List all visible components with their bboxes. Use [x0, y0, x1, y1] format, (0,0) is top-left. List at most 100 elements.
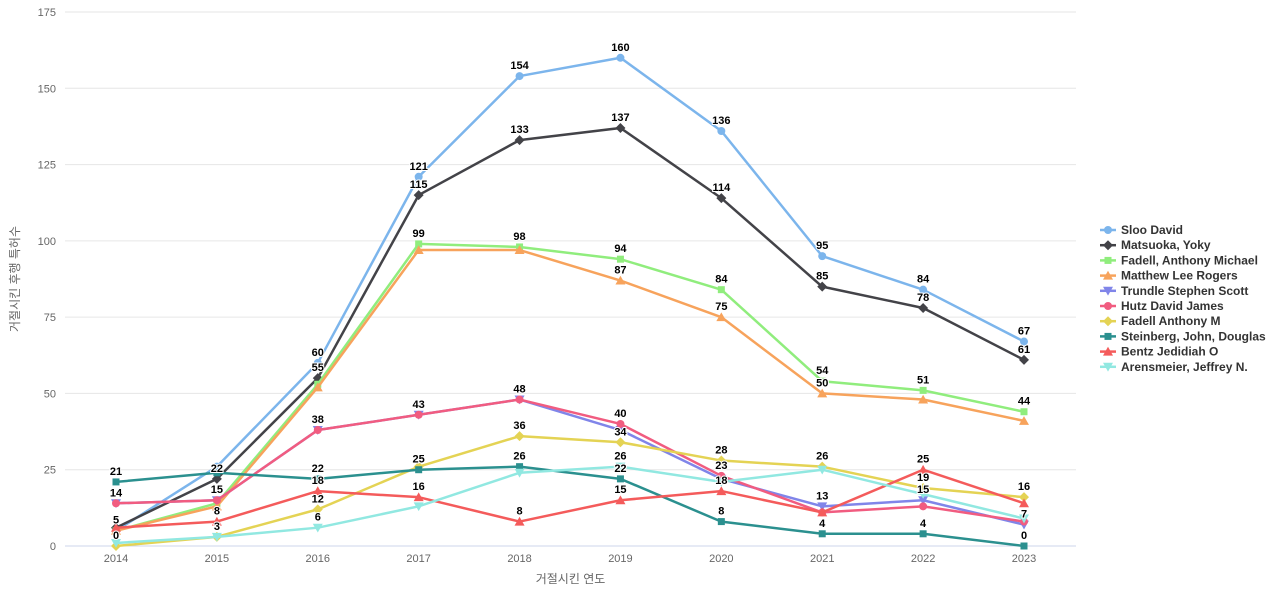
legend-item-6[interactable]: Fadell Anthony M	[1100, 314, 1221, 328]
data-point-label: 18	[715, 475, 727, 487]
data-point-marker	[112, 478, 120, 486]
data-point-marker	[616, 255, 624, 263]
y-tick-label: 0	[50, 541, 56, 553]
data-point-marker	[413, 492, 424, 502]
data-point-marker	[1104, 302, 1112, 310]
data-point-marker	[616, 53, 625, 62]
data-point-marker	[817, 281, 828, 292]
legend-label[interactable]: Sloo David	[1121, 223, 1183, 237]
legend-item-8[interactable]: Bentz Jedidiah O	[1100, 345, 1218, 359]
data-point-marker	[615, 275, 626, 285]
data-point-marker	[1020, 408, 1028, 416]
legend-label[interactable]: Arensmeier, Jeffrey N.	[1121, 360, 1248, 374]
data-point-marker	[1103, 286, 1113, 296]
data-point-marker	[1019, 354, 1029, 365]
data-point-label: 51	[917, 374, 929, 386]
data-point-marker	[1104, 332, 1112, 340]
legend-label[interactable]: Fadell Anthony M	[1121, 314, 1221, 328]
data-point-marker	[1019, 492, 1029, 503]
data-point-label: 98	[513, 231, 525, 243]
data-point-marker	[514, 468, 525, 478]
data-point-marker	[211, 532, 222, 542]
legend-label[interactable]: Trundle Stephen Scott	[1121, 284, 1248, 298]
series-line	[114, 248, 1026, 532]
data-point-marker	[515, 395, 524, 404]
data-point-marker	[414, 410, 423, 419]
data-point-marker	[514, 135, 525, 146]
legend-item-9[interactable]: Arensmeier, Jeffrey N.	[1100, 360, 1248, 374]
data-point-marker	[717, 518, 725, 526]
data-point-label: 36	[513, 420, 525, 432]
data-point-label: 15	[614, 484, 626, 496]
legend-label[interactable]: Matthew Lee Rogers	[1121, 269, 1238, 283]
data-point-label: 48	[513, 384, 525, 396]
data-point-label: 3	[214, 521, 220, 533]
legend-label[interactable]: Matsuoka, Yoky	[1121, 238, 1211, 252]
data-point-marker	[1104, 226, 1112, 234]
data-point-marker	[615, 122, 626, 133]
data-point-label: 16	[413, 481, 425, 493]
data-point-label: 38	[312, 414, 324, 426]
data-point-label: 8	[516, 506, 522, 518]
data-point-marker	[615, 426, 626, 435]
x-tick-label: 2018	[507, 553, 531, 565]
legend-item-2[interactable]: Fadell, Anthony Michael	[1100, 253, 1258, 267]
data-point-label: 40	[614, 408, 626, 420]
series-7	[112, 463, 1028, 550]
data-point-marker	[213, 469, 221, 477]
legend-label[interactable]: Fadell, Anthony Michael	[1121, 253, 1258, 267]
data-point-marker	[1104, 256, 1112, 264]
x-tick-label: 2014	[104, 553, 128, 565]
data-point-label: 6	[315, 512, 321, 524]
legend-item-7[interactable]: Steinberg, John, Douglas	[1100, 329, 1266, 343]
data-point-marker	[615, 462, 626, 472]
legend-label[interactable]: Bentz Jedidiah O	[1121, 345, 1218, 359]
data-point-label: 12	[312, 493, 324, 505]
legend-item-1[interactable]: Matsuoka, Yoky	[1100, 238, 1211, 252]
data-point-marker	[716, 193, 727, 204]
data-point-marker	[413, 502, 424, 512]
data-point-label: 85	[816, 271, 828, 283]
data-point-label: 13	[816, 490, 828, 502]
data-point-marker	[514, 516, 525, 526]
data-point-label: 25	[917, 454, 929, 466]
data-point-label: 154	[510, 60, 529, 72]
data-point-label: 22	[211, 463, 223, 475]
data-point-marker	[817, 388, 828, 398]
data-point-label: 54	[816, 365, 829, 377]
data-point-label: 18	[312, 475, 324, 487]
data-point-label: 44	[1018, 396, 1031, 408]
legend-item-5[interactable]: Hutz David James	[1100, 299, 1224, 313]
data-point-label: 7	[1021, 509, 1027, 521]
y-tick-label: 150	[38, 83, 56, 95]
data-point-label: 87	[614, 265, 626, 277]
legend-label[interactable]: Steinberg, John, Douglas	[1121, 329, 1266, 343]
data-point-marker	[918, 490, 929, 499]
data-labels: 5601211541601369584672255115133137114857…	[109, 41, 1032, 543]
data-point-label: 16	[1018, 481, 1030, 493]
data-point-marker	[919, 386, 927, 394]
data-point-marker	[717, 127, 726, 136]
data-point-label: 25	[413, 454, 425, 466]
data-point-marker	[414, 172, 423, 181]
data-point-marker	[1103, 346, 1113, 356]
data-point-marker	[514, 245, 525, 255]
data-point-marker	[615, 437, 626, 448]
legend-item-3[interactable]: Matthew Lee Rogers	[1100, 269, 1238, 283]
data-point-label: 115	[410, 179, 428, 191]
data-point-marker	[1019, 416, 1029, 425]
data-point-label: 61	[1018, 344, 1030, 356]
legend-label[interactable]: Hutz David James	[1121, 299, 1224, 313]
y-tick-label: 100	[38, 236, 56, 248]
data-point-label: 84	[715, 274, 728, 286]
data-point-marker	[313, 426, 322, 435]
data-point-label: 23	[715, 460, 727, 472]
legend-item-0[interactable]: Sloo David	[1100, 223, 1183, 237]
data-point-label: 15	[211, 484, 223, 496]
data-point-label: 95	[816, 240, 828, 252]
data-point-label: 75	[715, 301, 727, 313]
data-point-label: 67	[1018, 326, 1030, 338]
legend-item-4[interactable]: Trundle Stephen Scott	[1100, 284, 1248, 298]
data-point-label: 0	[1021, 530, 1027, 542]
data-point-marker	[616, 475, 624, 483]
